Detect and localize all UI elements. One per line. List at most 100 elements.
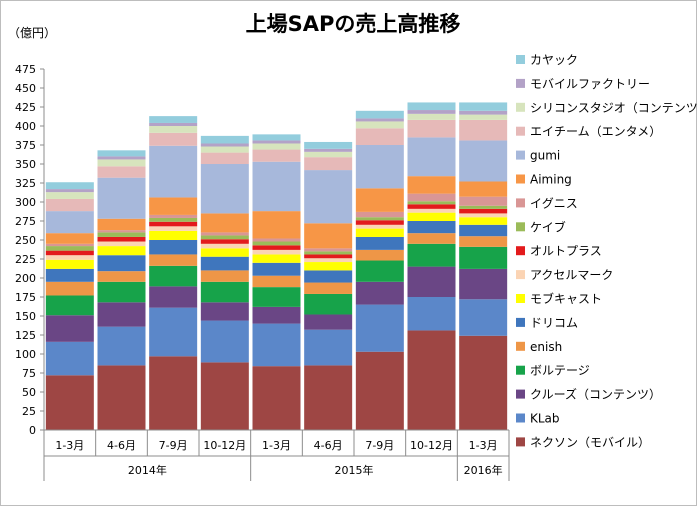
legend-label: アクセルマーク bbox=[530, 268, 613, 282]
y-tick-label: 75 bbox=[22, 367, 36, 380]
bar-segment bbox=[304, 329, 353, 366]
y-tick-label: 225 bbox=[15, 253, 36, 266]
chart-title: 上場SAPの売上高推移 bbox=[246, 12, 461, 36]
bar-segment bbox=[45, 268, 94, 282]
bar-segment bbox=[304, 251, 353, 255]
legend-label: モブキャスト bbox=[530, 291, 602, 306]
bar-segment bbox=[200, 143, 249, 147]
y-axis-unit-label: （億円） bbox=[8, 26, 56, 40]
bar-segment bbox=[355, 118, 404, 122]
bar-segment bbox=[355, 211, 404, 218]
bar-segment bbox=[97, 236, 146, 242]
bar-segment bbox=[200, 232, 249, 236]
legend-item: モブキャスト bbox=[516, 291, 602, 306]
bar-segment bbox=[304, 170, 353, 224]
bar-segment bbox=[97, 281, 146, 303]
y-tick-label: 100 bbox=[15, 348, 36, 361]
y-tick-label: 50 bbox=[22, 386, 36, 399]
bar-segment bbox=[252, 306, 301, 324]
bar-segment bbox=[97, 255, 146, 272]
bar-segment bbox=[97, 241, 146, 247]
bar-segment bbox=[304, 262, 353, 271]
bar-segment bbox=[355, 249, 404, 261]
bar-segment bbox=[459, 299, 508, 336]
bar-segment bbox=[97, 246, 146, 256]
legend-swatch bbox=[516, 246, 525, 256]
bar-segment bbox=[200, 256, 249, 271]
bar-segment bbox=[407, 266, 456, 297]
bar-segment bbox=[407, 176, 456, 194]
legend-label: エイチーム（エンタメ） bbox=[530, 125, 661, 139]
bar-segment bbox=[304, 148, 353, 152]
bar-segment bbox=[45, 341, 94, 376]
legend-swatch bbox=[516, 198, 525, 208]
bar-segment bbox=[97, 156, 146, 160]
bar-segment bbox=[407, 233, 456, 244]
bar-segment bbox=[252, 211, 301, 239]
legend-swatch bbox=[516, 413, 525, 423]
bar-segment bbox=[459, 268, 508, 300]
bar-segment bbox=[355, 145, 404, 189]
y-tick-label: 175 bbox=[15, 291, 36, 304]
legend-item: ボルテージ bbox=[516, 364, 590, 378]
legend-label: モバイルファクトリー bbox=[530, 77, 650, 91]
bar-segment bbox=[407, 297, 456, 331]
bar-segment bbox=[45, 315, 94, 342]
legend-swatch bbox=[516, 55, 525, 64]
bar-segment bbox=[45, 198, 94, 212]
bar-segment bbox=[407, 330, 456, 430]
bar-segment bbox=[200, 362, 249, 430]
bar-segment bbox=[252, 245, 301, 250]
bar-segment bbox=[149, 240, 198, 255]
bar-segment bbox=[459, 114, 508, 120]
bar-segment bbox=[149, 254, 198, 266]
bar-segment bbox=[252, 140, 301, 144]
bar-segment bbox=[407, 221, 456, 234]
y-tick-label: 300 bbox=[15, 196, 36, 209]
legend-label: カヤック bbox=[530, 53, 578, 67]
legend-label: KLab bbox=[530, 412, 560, 426]
legend-label: ケイブ bbox=[530, 219, 566, 234]
bar-segment bbox=[97, 271, 146, 282]
x-group-label: 2014年 bbox=[128, 463, 167, 477]
bar-segment bbox=[459, 205, 508, 209]
legend-swatch bbox=[516, 294, 525, 303]
bar-segment bbox=[304, 258, 353, 263]
bar-segment bbox=[252, 249, 301, 255]
legend-item: enish bbox=[516, 340, 562, 354]
y-tick-label: 0 bbox=[29, 424, 36, 437]
bar-segment bbox=[149, 122, 198, 126]
bar-segment bbox=[45, 182, 94, 190]
x-tick-label: 7-9月 bbox=[365, 439, 394, 452]
legend-item: シリコンスタジオ（コンテンツ） bbox=[516, 101, 697, 115]
legend-label: クルーズ（コンテンツ） bbox=[530, 387, 661, 402]
bar-segment bbox=[97, 166, 146, 178]
bar-segment bbox=[45, 281, 94, 296]
legend-swatch bbox=[516, 341, 525, 351]
bar-segment bbox=[304, 293, 353, 315]
bar-segment bbox=[149, 221, 198, 227]
bar-segment bbox=[459, 181, 508, 197]
legend-swatch bbox=[516, 437, 525, 447]
legend-label: enish bbox=[530, 340, 562, 354]
bar-segment bbox=[304, 365, 353, 430]
y-tick-label: 450 bbox=[15, 82, 36, 95]
bar-segment bbox=[45, 189, 94, 193]
bar-segment bbox=[407, 113, 456, 120]
y-tick-label: 275 bbox=[15, 215, 36, 228]
bar-segment bbox=[304, 223, 353, 249]
y-tick-label: 350 bbox=[15, 158, 36, 171]
bar-segment bbox=[407, 204, 456, 209]
bar-segment bbox=[459, 246, 508, 269]
bar-segment bbox=[45, 192, 94, 199]
bar-segment bbox=[252, 323, 301, 367]
legend-label: シリコンスタジオ（コンテンツ） bbox=[530, 101, 697, 115]
bar-segment bbox=[200, 146, 249, 153]
bar-segment bbox=[459, 224, 508, 237]
legend-swatch bbox=[516, 174, 525, 184]
bar-segment bbox=[252, 254, 301, 263]
legend-swatch bbox=[516, 222, 525, 232]
bar-segment bbox=[355, 188, 404, 212]
bar-segment bbox=[407, 110, 456, 114]
